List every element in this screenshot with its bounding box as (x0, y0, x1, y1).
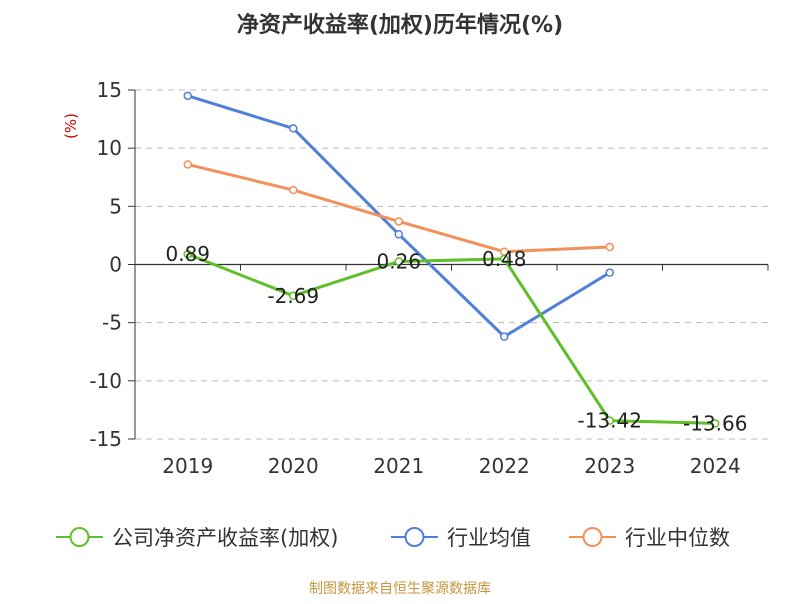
series-0 (183, 249, 720, 428)
y-tick-label: -10 (89, 369, 122, 393)
data-label: 0.26 (376, 249, 421, 273)
legend-item-2[interactable]: 行业中位数 (569, 526, 730, 550)
legend-label: 行业均值 (447, 526, 531, 550)
x-tick-label: 2022 (479, 454, 530, 478)
legend-item-1[interactable]: 行业均值 (391, 526, 531, 550)
series-1 (183, 91, 614, 341)
x-tick-label: 2019 (162, 454, 213, 478)
data-labels: 0.89 -2.69 0.26 0.48 -13.42 -13.66 (165, 242, 747, 435)
data-point (183, 91, 192, 101)
series-lines (183, 91, 720, 428)
y-tick-label: 15 (97, 78, 122, 102)
legend-item-0[interactable]: 公司净资产收益率(加权) (56, 526, 338, 550)
data-point (183, 160, 192, 169)
axes: 15 10 5 0 -5 -10 -15 2019 2020 2021 2022 2023 2024 (89, 78, 769, 478)
x-tick-label: 2021 (373, 454, 424, 478)
series-line (187, 252, 716, 425)
data-point (605, 242, 614, 252)
data-point (394, 217, 403, 226)
legend-marker (404, 527, 425, 547)
data-point (394, 230, 403, 239)
data-point (183, 249, 192, 259)
data-point (605, 268, 614, 277)
data-point (711, 419, 720, 428)
data-point (500, 254, 509, 264)
data-label: -13.42 (578, 409, 642, 433)
series-line (187, 162, 610, 254)
chart-title: 净资产收益率(加权)历年情况(%) (237, 12, 563, 38)
data-label: -13.66 (683, 411, 747, 435)
y-tick-label: 10 (97, 136, 122, 160)
x-tick-label: 2020 (268, 454, 319, 478)
y-tick-label: -5 (102, 311, 122, 335)
legend[interactable]: 公司净资产收益率(加权) 行业均值 行业中位数 (56, 526, 730, 550)
data-label: 0.89 (165, 242, 210, 266)
y-axis-unit-label: (%) (62, 113, 80, 139)
y-tick-label: 0 (109, 253, 122, 277)
data-point (605, 416, 614, 425)
legend-label: 公司净资产收益率(加权) (112, 526, 338, 550)
data-label: -2.69 (267, 284, 319, 308)
data-label: 0.48 (482, 247, 527, 271)
source-note: 制图数据来自恒生聚源数据库 (309, 581, 491, 597)
legend-label: 行业中位数 (625, 526, 730, 550)
series-line (187, 94, 611, 339)
legend-marker (69, 527, 90, 547)
x-tick-label: 2024 (690, 454, 741, 478)
data-point (289, 185, 298, 195)
series-2 (183, 160, 614, 256)
y-tick-label: 5 (109, 194, 122, 218)
data-point (394, 257, 403, 266)
data-point (289, 291, 298, 301)
legend-marker (582, 527, 603, 547)
data-point (500, 332, 509, 341)
data-point (289, 124, 298, 133)
y-tick-label: -15 (89, 427, 122, 451)
x-tick-label: 2023 (584, 454, 635, 478)
